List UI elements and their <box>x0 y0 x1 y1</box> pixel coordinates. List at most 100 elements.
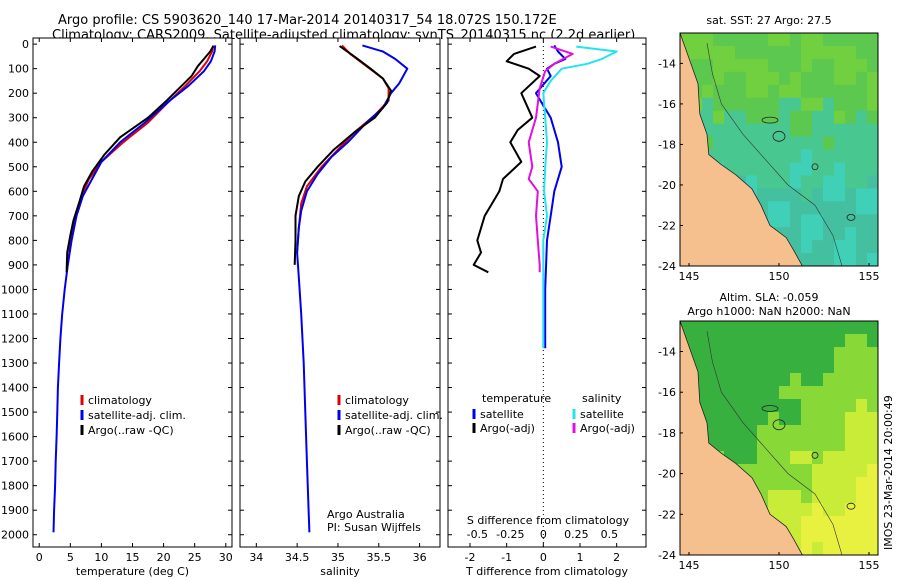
map-cell <box>867 149 879 163</box>
map-cell <box>845 321 857 335</box>
map-cell <box>702 253 714 267</box>
map-cell <box>812 516 824 530</box>
map-cell <box>757 321 769 335</box>
map-cell <box>845 214 857 228</box>
map-cell <box>801 84 813 99</box>
map-cell <box>801 45 813 60</box>
map-cell <box>823 214 835 228</box>
map-cell <box>856 71 868 86</box>
map-cell <box>702 438 714 452</box>
map-cell <box>845 542 857 556</box>
map-cell <box>812 71 824 86</box>
map-cell <box>757 214 769 228</box>
map-cell <box>790 149 802 163</box>
y-tick-label: 1900 <box>1 504 29 517</box>
map-cell <box>790 347 802 361</box>
map-cell <box>724 451 736 465</box>
map-cell <box>680 201 692 215</box>
map-cell <box>746 201 758 215</box>
map-cell <box>823 201 835 215</box>
map-cell <box>735 123 747 138</box>
map-cell <box>856 490 868 504</box>
map-cell <box>746 347 758 361</box>
map-cell <box>823 542 835 556</box>
map-cell <box>691 490 703 504</box>
map-cell <box>680 438 692 452</box>
map-cell <box>867 464 879 478</box>
map-cell <box>735 334 747 348</box>
map-cell <box>801 438 813 452</box>
map-x-tick-label: 155 <box>859 270 880 283</box>
map-cell <box>812 347 824 361</box>
reef-outline <box>811 451 819 459</box>
map-cell <box>834 360 846 374</box>
map-cell <box>812 529 824 543</box>
map-cell <box>746 373 758 387</box>
x-tick-label: 20 <box>157 551 171 564</box>
map-cell <box>713 240 725 254</box>
map-cell <box>680 162 692 176</box>
map-cell <box>757 33 769 47</box>
map-cell <box>834 71 846 86</box>
x2-tick-label: 0 <box>540 528 547 541</box>
map-cell <box>691 399 703 413</box>
map-cell <box>691 438 703 452</box>
map-cell <box>812 503 824 517</box>
map-cell <box>724 373 736 387</box>
map-cell <box>845 451 857 465</box>
map-cell <box>801 503 813 517</box>
map-cell <box>746 542 758 556</box>
map-cell <box>823 162 835 176</box>
map-cell <box>735 412 747 426</box>
map-cell <box>779 373 791 387</box>
map-cell <box>746 188 758 202</box>
map-cell <box>856 149 868 163</box>
map-cell <box>735 58 747 73</box>
map-cell <box>757 227 769 241</box>
map-cell <box>801 425 813 439</box>
map-x-tick-label: 150 <box>769 559 790 572</box>
map-cell <box>779 334 791 348</box>
map-cell <box>735 97 747 112</box>
map-cell <box>702 58 714 73</box>
map-cell <box>790 110 802 125</box>
map-cell <box>757 425 769 439</box>
map-cell <box>691 188 703 202</box>
map-cell <box>790 334 802 348</box>
map-cell <box>691 503 703 517</box>
map-cell <box>856 360 868 374</box>
legend-header-salinity: salinity <box>582 392 622 405</box>
map-cell <box>845 58 857 73</box>
map-cell <box>713 347 725 361</box>
map-cell <box>724 490 736 504</box>
map-cell <box>768 97 780 112</box>
map-cell <box>823 253 835 267</box>
map-cell <box>812 373 824 387</box>
map-cell <box>812 240 824 254</box>
map-cell <box>779 464 791 478</box>
map-cell <box>845 175 857 189</box>
map-cell <box>867 503 879 517</box>
map-cell <box>856 162 868 176</box>
sla-map-subtitle: Argo h1000: NaN h2000: NaN <box>687 305 850 318</box>
map-cell <box>724 136 736 150</box>
map-cell <box>768 438 780 452</box>
map-cell <box>702 490 714 504</box>
map-cell <box>812 334 824 348</box>
map-cell <box>823 175 835 189</box>
series-line-2-1 <box>472 45 541 274</box>
map-cell <box>812 162 824 176</box>
map-cell <box>735 175 747 189</box>
map-cell <box>757 477 769 491</box>
map-cell <box>713 97 725 112</box>
map-cell <box>823 240 835 254</box>
x-tick-label: 0 <box>36 551 43 564</box>
map-cell <box>702 201 714 215</box>
map-cell <box>691 162 703 176</box>
map-cell <box>867 175 879 189</box>
map-cell <box>691 149 703 163</box>
map-y-tick-label: -14 <box>658 57 676 70</box>
map-cell <box>680 360 692 374</box>
map-cell <box>801 71 813 86</box>
map-cell <box>680 97 692 112</box>
